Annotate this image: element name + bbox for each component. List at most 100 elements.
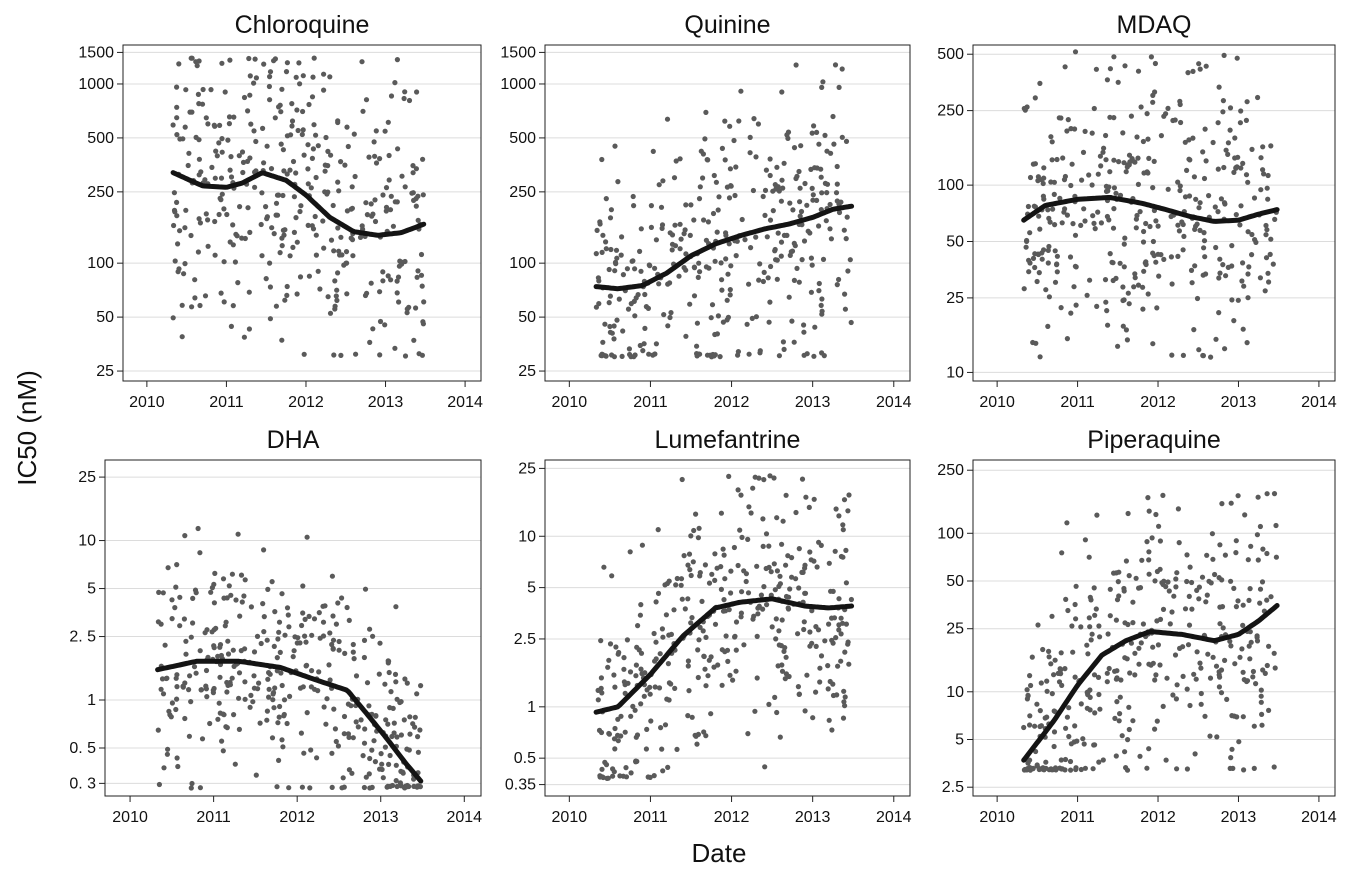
- data-point: [789, 574, 795, 580]
- data-point: [332, 278, 338, 284]
- data-point: [772, 694, 778, 701]
- data-point: [1251, 723, 1257, 729]
- data-point: [413, 203, 419, 209]
- data-point: [414, 691, 420, 697]
- data-point: [745, 536, 751, 543]
- data-point: [630, 703, 636, 710]
- data-point: [595, 697, 601, 703]
- data-point: [1138, 640, 1144, 646]
- data-point: [230, 303, 236, 309]
- data-point: [803, 494, 809, 500]
- data-point: [382, 744, 388, 750]
- data-point: [282, 297, 288, 303]
- data-point: [247, 73, 253, 79]
- data-point: [1024, 238, 1030, 244]
- data-point: [1198, 690, 1204, 697]
- data-point: [1175, 179, 1181, 185]
- data-point: [1166, 588, 1172, 594]
- data-point: [1254, 633, 1260, 639]
- plot-frame: [104, 459, 482, 797]
- data-point: [691, 217, 697, 223]
- data-point: [843, 547, 849, 554]
- data-point: [322, 162, 328, 168]
- data-point: [252, 56, 258, 62]
- data-point: [387, 705, 393, 711]
- data-point: [774, 568, 781, 574]
- data-point: [842, 306, 849, 312]
- data-point: [1123, 558, 1129, 564]
- data-point: [818, 653, 825, 659]
- data-point: [284, 720, 290, 727]
- data-point: [655, 527, 661, 533]
- data-point: [386, 152, 392, 159]
- data-point: [773, 616, 779, 622]
- data-point: [772, 246, 778, 253]
- data-point: [1021, 105, 1027, 112]
- data-point: [1068, 182, 1074, 189]
- data-point: [709, 302, 716, 308]
- data-point: [801, 322, 807, 328]
- data-point: [364, 680, 371, 686]
- data-point: [796, 585, 802, 591]
- data-point: [1230, 765, 1236, 772]
- data-point: [1228, 643, 1234, 649]
- data-point: [1052, 279, 1059, 285]
- data-point: [218, 290, 224, 296]
- data-point: [189, 780, 195, 787]
- data-point: [1047, 219, 1053, 225]
- data-point: [607, 641, 614, 647]
- data-point: [339, 595, 345, 601]
- data-point: [1272, 216, 1278, 222]
- data-point: [399, 173, 405, 179]
- data-point: [230, 647, 236, 653]
- data-point: [816, 280, 822, 287]
- data-point: [348, 703, 354, 709]
- data-point: [810, 192, 816, 198]
- panel-title: Quinine: [684, 11, 770, 39]
- data-point: [1240, 714, 1246, 720]
- data-point: [280, 227, 286, 233]
- data-point: [1153, 511, 1159, 518]
- data-point: [173, 584, 179, 590]
- data-point: [364, 290, 370, 296]
- data-point: [181, 616, 187, 622]
- data-point: [721, 552, 727, 558]
- data-point: [350, 641, 356, 648]
- data-point: [412, 714, 418, 720]
- data-point: [1228, 578, 1234, 584]
- data-point: [627, 351, 633, 358]
- data-point: [696, 196, 703, 202]
- data-point: [1121, 264, 1127, 270]
- data-point: [776, 628, 782, 634]
- data-point: [1240, 669, 1246, 675]
- data-point: [155, 727, 161, 733]
- data-point: [1146, 746, 1152, 752]
- data-point: [638, 650, 645, 656]
- x-tick-label: 2010: [979, 394, 1015, 411]
- data-point: [165, 746, 171, 752]
- data-point: [775, 230, 781, 236]
- data-point: [1121, 585, 1127, 592]
- data-point: [1132, 650, 1138, 656]
- data-point: [1266, 643, 1272, 649]
- data-point: [637, 342, 643, 349]
- data-point: [1185, 642, 1192, 648]
- data-point: [179, 334, 185, 340]
- data-point: [652, 684, 658, 690]
- data-point: [836, 276, 842, 283]
- data-point: [685, 713, 691, 719]
- data-point: [293, 170, 299, 176]
- data-point: [622, 729, 628, 735]
- data-point: [389, 733, 395, 740]
- data-point: [221, 259, 227, 265]
- data-point: [1078, 624, 1084, 630]
- data-point: [814, 197, 820, 203]
- data-point: [714, 229, 720, 235]
- data-point: [1037, 80, 1043, 86]
- data-point: [767, 473, 773, 479]
- data-point: [1240, 326, 1246, 332]
- data-point: [793, 576, 799, 582]
- data-point: [357, 234, 364, 240]
- data-point: [1145, 136, 1151, 142]
- data-point: [763, 531, 770, 537]
